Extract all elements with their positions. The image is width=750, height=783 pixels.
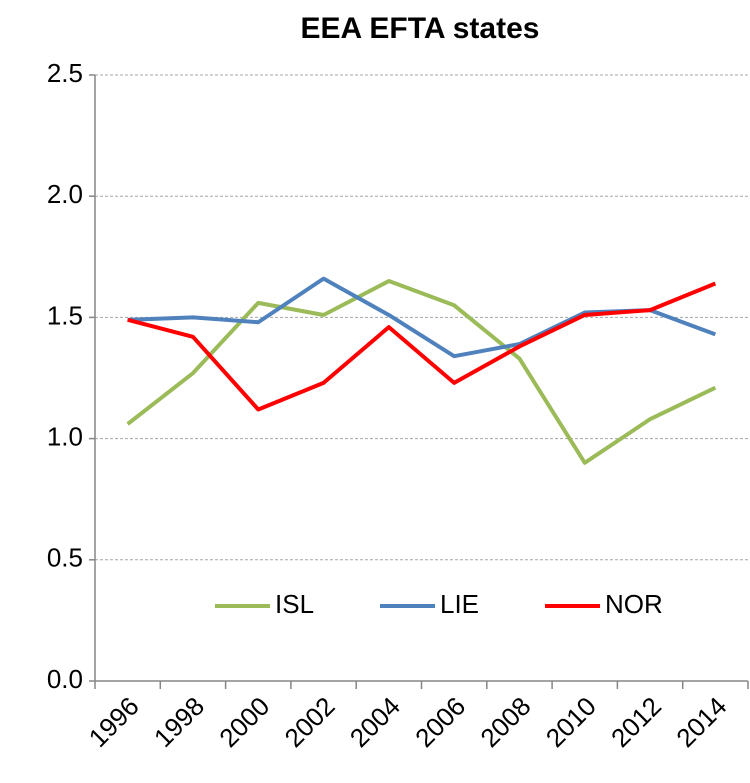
y-tick-label: 1.5	[47, 300, 83, 330]
legend-label: NOR	[605, 589, 663, 619]
x-tick-label: 2010	[540, 691, 602, 753]
x-tick-label: 1996	[83, 691, 145, 753]
legend-label: ISL	[275, 589, 314, 619]
series-line	[127, 281, 717, 412]
y-tick-label: 2.5	[47, 58, 83, 88]
x-tick-label: 2004	[344, 691, 406, 753]
x-tick-label: 2000	[213, 691, 275, 753]
x-tick-label: 2012	[605, 691, 667, 753]
y-tick-label: 0.0	[47, 664, 83, 694]
legend-label: LIE	[440, 589, 479, 619]
y-tick-label: 2.0	[47, 179, 83, 209]
x-tick-label: 1998	[148, 691, 210, 753]
x-tick-label: 2002	[279, 691, 341, 753]
x-tick-label: 2008	[474, 691, 536, 753]
y-tick-label: 0.5	[47, 543, 83, 573]
chart-title: EEA EFTA states	[301, 12, 540, 45]
x-tick-label: 2006	[409, 691, 471, 753]
series-line	[126, 279, 717, 465]
x-tick-label: 2014	[670, 691, 732, 753]
y-tick-label: 1.0	[47, 421, 83, 451]
